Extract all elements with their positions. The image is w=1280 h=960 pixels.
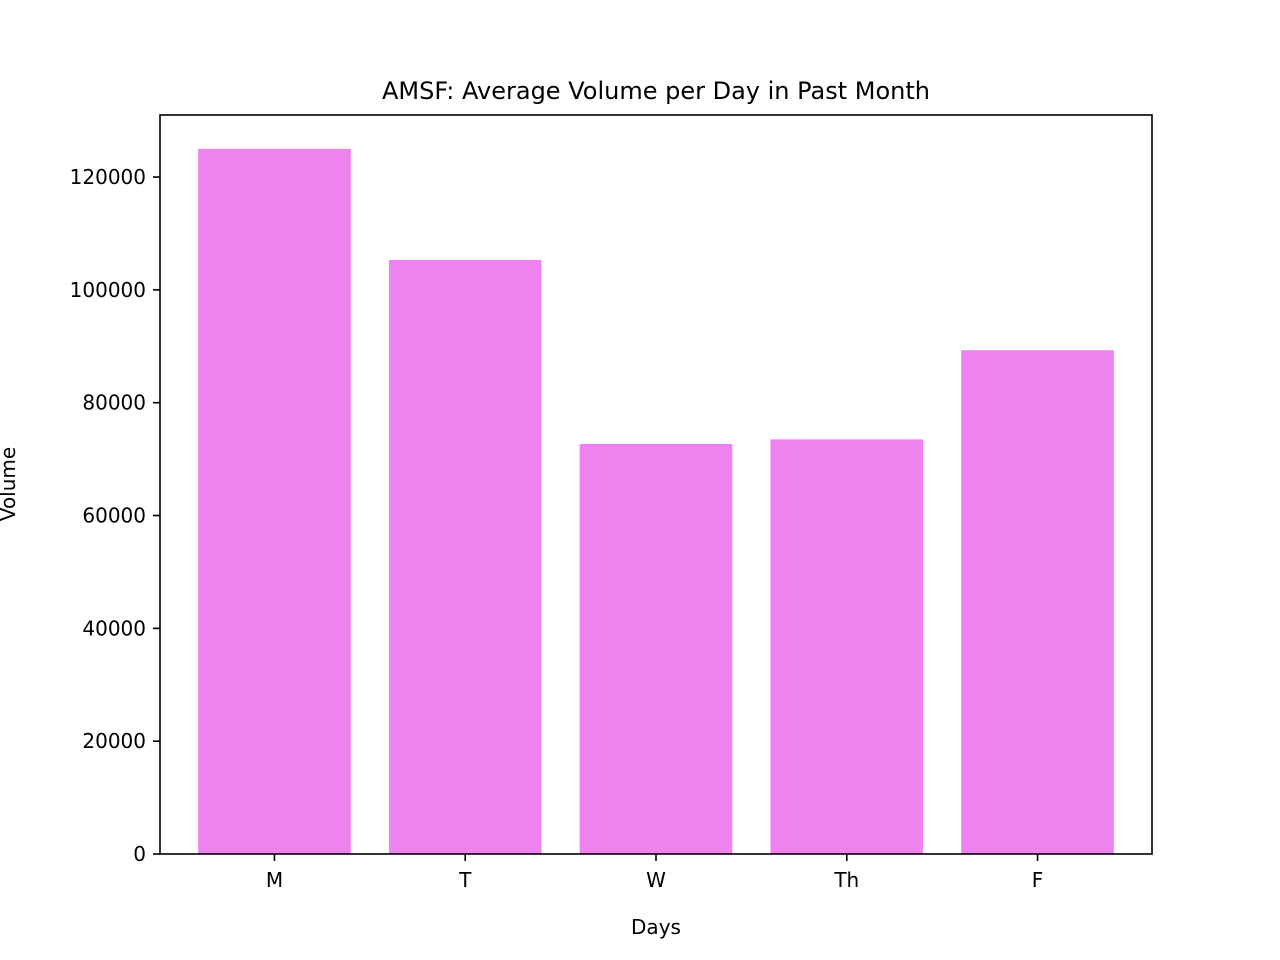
y-tick-label-0: 0 [133, 842, 146, 866]
x-tick-label-t: T [458, 868, 472, 892]
bar-th [770, 439, 924, 854]
x-tick-label-th: Th [833, 868, 859, 892]
x-axis-label: Days [631, 915, 681, 939]
bar-f [961, 350, 1114, 854]
y-tick-label-40000: 40000 [82, 616, 146, 640]
x-tick-label-m: M [266, 868, 283, 892]
chart-title: AMSF: Average Volume per Day in Past Mon… [382, 77, 930, 105]
bar-t [388, 259, 542, 855]
bar-m [198, 148, 351, 854]
plot-area-frame [159, 114, 1153, 855]
bar-w [579, 443, 733, 854]
y-tick-label-80000: 80000 [82, 391, 146, 415]
y-tick-label-100000: 100000 [70, 278, 146, 302]
y-tick-label-20000: 20000 [82, 729, 146, 753]
y-tick-label-120000: 120000 [70, 165, 146, 189]
x-tick-label-w: W [646, 868, 666, 892]
y-tick-label-60000: 60000 [82, 504, 146, 528]
x-tick-label-f: F [1032, 868, 1044, 892]
bars-group [198, 148, 1114, 855]
x-axis-ticks: M T W Th F [266, 854, 1043, 892]
y-axis-label: Volume [0, 447, 20, 521]
y-axis-ticks: 0 20000 40000 60000 80000 100000 120000 [70, 165, 160, 866]
